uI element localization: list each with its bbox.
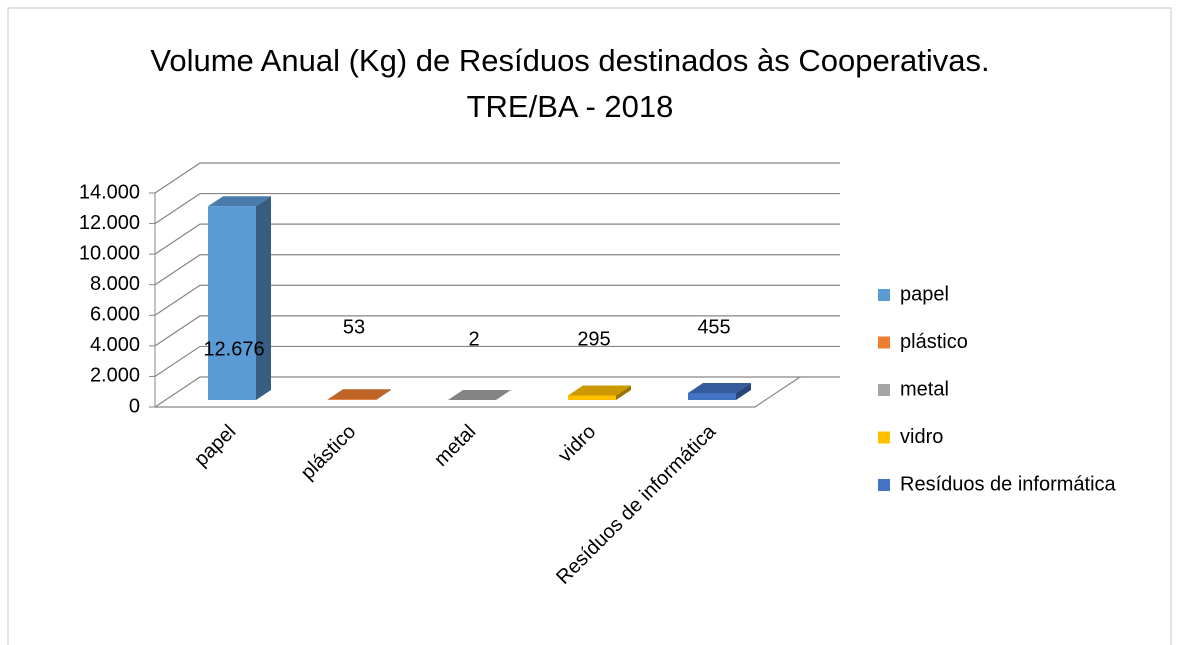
bar-side (616, 385, 631, 400)
legend-swatch (878, 289, 890, 301)
chart-border (7, 7, 1172, 645)
legend-label: vidro (900, 426, 943, 448)
bar-front (328, 399, 376, 400)
bar (568, 385, 631, 400)
bar-side (256, 196, 271, 400)
y-tick-label: 0 (129, 395, 140, 417)
grid-line (154, 284, 840, 316)
grid-line (154, 162, 840, 194)
value-label: 12.676 (203, 338, 264, 360)
legend-swatch (878, 384, 890, 396)
bar-top (448, 389, 511, 400)
y-tick-label: 10.000 (79, 242, 140, 264)
legend-swatch (878, 431, 890, 444)
x-tick-label: vidro (554, 421, 600, 467)
grid-line (154, 376, 840, 408)
y-tick-label: 12.000 (79, 212, 140, 234)
grid-line (154, 315, 840, 347)
floor (155, 376, 801, 408)
y-tick-label: 14.000 (79, 181, 140, 203)
bar (688, 383, 751, 400)
value-label: 53 (343, 316, 365, 338)
x-tick-label: papel (190, 421, 240, 471)
legend-label: papel (900, 283, 949, 305)
x-tick-label: plástico (297, 421, 361, 485)
value-label: 455 (697, 316, 730, 338)
grid-line (154, 192, 840, 225)
bar-front (208, 206, 256, 400)
bar (328, 389, 391, 400)
bar-top (328, 389, 391, 400)
y-tick-label: 8.000 (90, 273, 140, 295)
legend-swatch (878, 479, 890, 491)
bar-front (688, 393, 736, 400)
bar-side (376, 389, 391, 400)
grid-line (154, 345, 840, 377)
legend-label: metal (900, 378, 949, 400)
legend-label: plástico (900, 331, 968, 353)
value-label: 295 (577, 328, 610, 350)
value-label: 2 (468, 328, 479, 350)
bar-side (736, 383, 751, 400)
chart-title: Volume Anual (Kg) de Resíduos destinados… (150, 43, 990, 124)
bar-front (568, 395, 616, 400)
bar-top (568, 385, 631, 396)
legend-label: Resíduos de informática (900, 473, 1117, 495)
bar-side (496, 389, 511, 400)
bar-top (688, 383, 751, 394)
legend-swatch (878, 336, 890, 349)
bar (208, 196, 271, 400)
grid-line (154, 254, 840, 286)
y-tick-label: 4.000 (90, 334, 140, 356)
grid-line (154, 223, 840, 255)
x-tick-label: metal (430, 421, 480, 471)
y-tick-label: 6.000 (90, 304, 140, 326)
y-tick-label: 2.000 (90, 365, 140, 387)
bar-top (208, 196, 271, 207)
bar (448, 389, 511, 400)
